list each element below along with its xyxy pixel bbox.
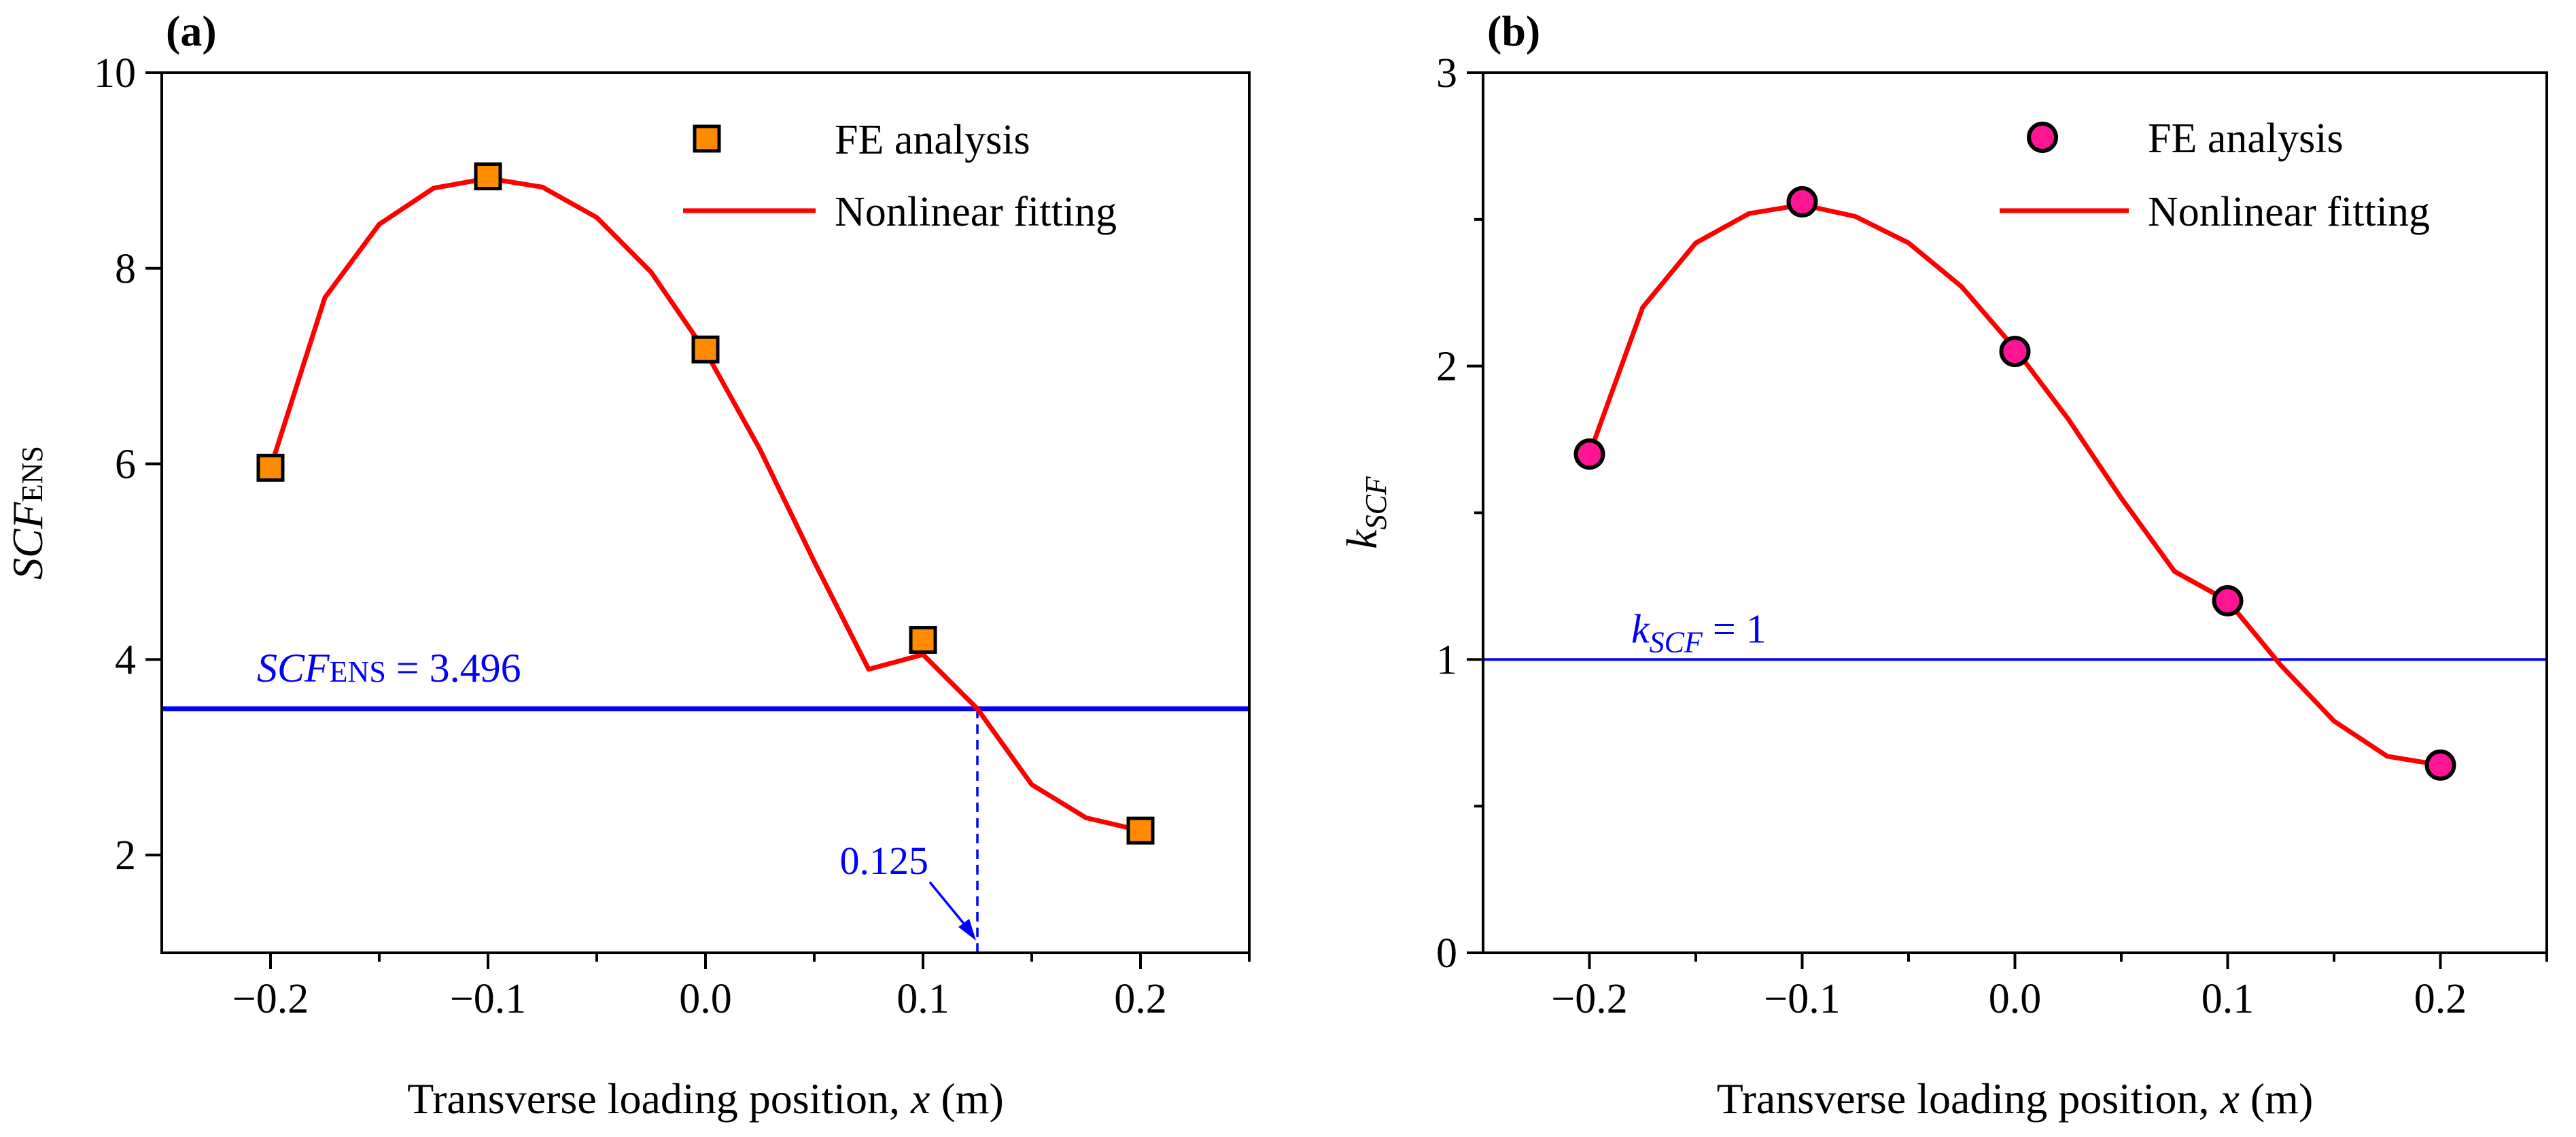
data-point [1999, 336, 2031, 368]
y-tick-label: 4 [115, 637, 136, 683]
x-tick-label: −0.2 [232, 976, 309, 1022]
y-tick-label: 10 [94, 50, 136, 97]
data-point [2424, 749, 2456, 781]
x-tick-label: 0.1 [897, 976, 950, 1022]
x-tick-label: −0.2 [1551, 976, 1627, 1022]
x-tick-label: 0.2 [2414, 976, 2467, 1022]
panel-a: 0.125 −0.2 −0.1 0.0 0.1 0.2 2 4 6 8 10 (a) Transvers… [3, 7, 1251, 1123]
x-axis-title: Transverse loading position, x (m) [407, 1074, 1004, 1123]
data-point [909, 626, 937, 654]
y-tick-label: 2 [115, 833, 136, 879]
threshold-label: kSCF = 1 [1631, 606, 1766, 659]
x-tick-label: 0.1 [2201, 976, 2255, 1022]
y-axis-title: kSCF [1338, 476, 1393, 549]
x-axis-title: Transverse loading position, x (m) [1717, 1074, 2314, 1123]
intersection-label: 0.125 [840, 839, 929, 883]
y-tick-label: 3 [1436, 50, 1457, 97]
legend-label-fit: Nonlinear fitting [2148, 189, 2430, 235]
data-point [1126, 816, 1155, 845]
panel-label: (a) [166, 7, 217, 55]
panel-b: −0.2 −0.1 0.0 0.1 0.2 0 1 2 3 (b) Transverse loadi… [1338, 7, 2548, 1123]
legend: FE analysis Nonlinear fitting [2000, 116, 2430, 235]
intersection-arrowhead [958, 919, 976, 941]
x-tick-label: −0.1 [450, 976, 526, 1022]
y-tick-label: 1 [1436, 637, 1457, 683]
y-tick-label: 0 [1436, 930, 1457, 977]
data-point [1573, 438, 1605, 470]
x-tick-label: 0.2 [1114, 976, 1167, 1022]
x-tick-label: 0.0 [1989, 976, 2042, 1022]
fit-curve [1587, 202, 2441, 768]
fit-curve [268, 175, 1141, 833]
data-point [691, 335, 720, 364]
legend-marker [693, 124, 721, 153]
data-point [256, 453, 285, 482]
y-tick-label: 6 [115, 442, 136, 488]
legend-label-fe: FE analysis [2148, 116, 2344, 162]
x-tick-label: −0.1 [1764, 976, 1840, 1022]
y-tick-label: 2 [1436, 344, 1457, 390]
legend-label-fit: Nonlinear fitting [835, 189, 1117, 235]
legend-marker [2027, 122, 2058, 153]
legend-label-fe: FE analysis [835, 117, 1030, 163]
x-tick-label: 0.0 [679, 976, 732, 1022]
data-point [2212, 585, 2244, 616]
threshold-label: SCFENS = 3.496 [257, 646, 521, 690]
data-point [1786, 186, 1818, 217]
y-tick-label: 8 [115, 246, 136, 292]
legend: FE analysis Nonlinear fitting [683, 117, 1117, 235]
panel-label: (b) [1487, 7, 1540, 55]
data-point [474, 162, 502, 191]
y-axis-title: SCFENS [3, 446, 52, 580]
